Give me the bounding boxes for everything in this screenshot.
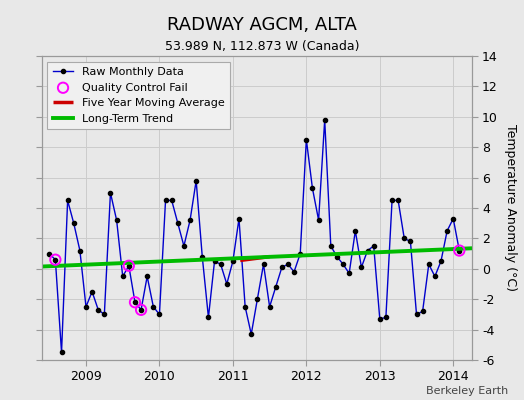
Raw Monthly Data bbox=[456, 248, 463, 253]
Quality Control Fail bbox=[51, 256, 60, 263]
Text: RADWAY AGCM, ALTA: RADWAY AGCM, ALTA bbox=[167, 16, 357, 34]
Raw Monthly Data bbox=[425, 262, 432, 267]
Five Year Moving Average bbox=[237, 258, 243, 263]
Quality Control Fail bbox=[125, 262, 133, 269]
Y-axis label: Temperature Anomaly (°C): Temperature Anomaly (°C) bbox=[504, 124, 517, 292]
Raw Monthly Data bbox=[58, 350, 64, 355]
Text: Berkeley Earth: Berkeley Earth bbox=[426, 386, 508, 396]
Raw Monthly Data bbox=[420, 309, 426, 314]
Line: Raw Monthly Data: Raw Monthly Data bbox=[47, 118, 462, 354]
Legend: Raw Monthly Data, Quality Control Fail, Five Year Moving Average, Long-Term Tren: Raw Monthly Data, Quality Control Fail, … bbox=[48, 62, 230, 129]
Five Year Moving Average bbox=[267, 254, 273, 259]
Raw Monthly Data bbox=[322, 118, 328, 122]
Quality Control Fail bbox=[131, 299, 139, 306]
Raw Monthly Data bbox=[432, 274, 438, 279]
Line: Five Year Moving Average: Five Year Moving Average bbox=[240, 257, 270, 260]
Quality Control Fail bbox=[455, 247, 464, 254]
Raw Monthly Data bbox=[383, 315, 389, 320]
Raw Monthly Data bbox=[46, 251, 52, 256]
Text: 53.989 N, 112.873 W (Canada): 53.989 N, 112.873 W (Canada) bbox=[165, 40, 359, 53]
Quality Control Fail bbox=[137, 307, 145, 313]
Raw Monthly Data bbox=[334, 254, 340, 259]
Raw Monthly Data bbox=[352, 228, 358, 233]
